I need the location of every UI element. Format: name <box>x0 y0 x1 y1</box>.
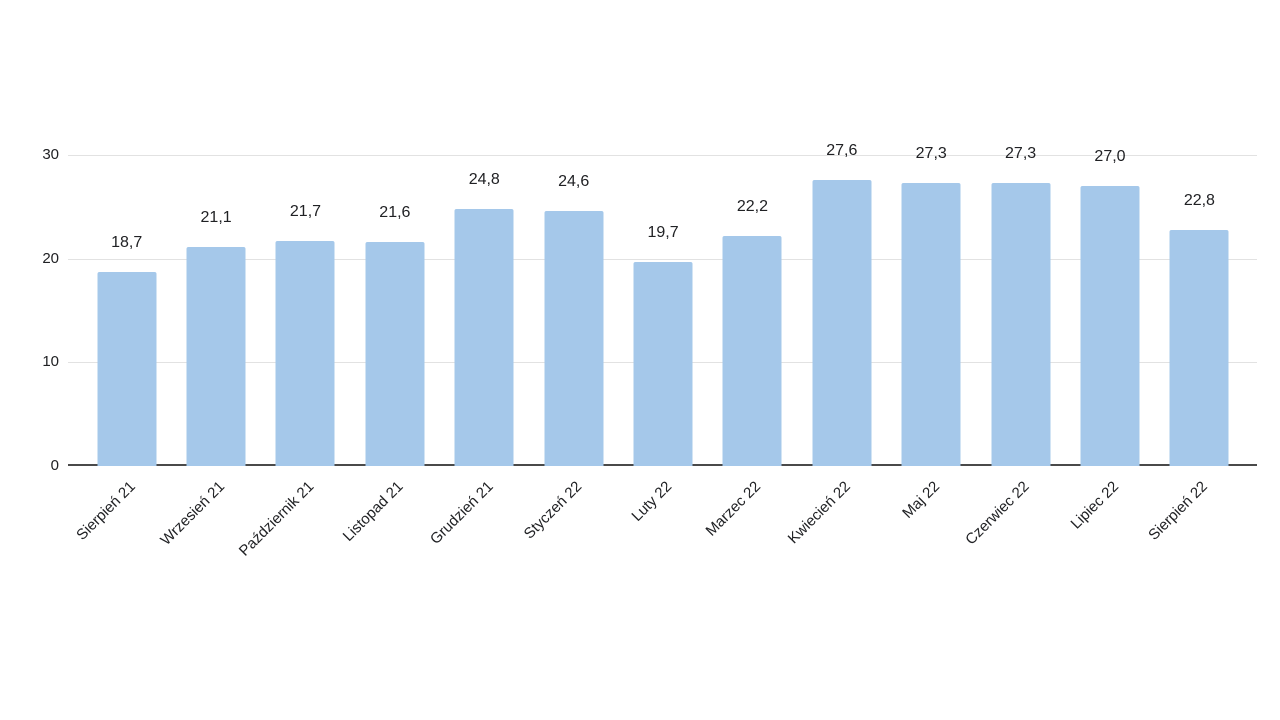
bar <box>1169 229 1229 466</box>
bar <box>1080 186 1140 466</box>
x-axis-category-label: Lipiec 22 <box>1067 478 1122 533</box>
bar <box>454 208 514 466</box>
bar-value-label: 24,8 <box>468 170 500 188</box>
bar-slot: 27,3 <box>887 145 976 466</box>
bar <box>365 242 425 466</box>
y-axis-tick-label: 20 <box>42 249 59 267</box>
bar-value-label: 27,0 <box>1094 148 1126 166</box>
bar-value-label: 21,6 <box>379 204 411 222</box>
y-axis-tick-label: 30 <box>42 146 59 163</box>
bar-slot: 18,7 <box>82 155 171 466</box>
x-axis-category-label: Sierpień 22 <box>1145 478 1212 544</box>
bar-slot: 21,6 <box>350 155 439 466</box>
bars-layer: 18,7 21,1 21,7 21,6 24,8 24,6 19,7 22,2 27,6 27,3… <box>82 142 1244 466</box>
x-axis-category-label: Październik 21 <box>235 478 318 560</box>
bar <box>722 235 782 466</box>
bar <box>275 241 335 466</box>
bar <box>544 210 604 466</box>
gridline <box>68 258 1257 260</box>
plot-area: 0 10 20 30 18,7 21,1 21,7 21,6 24,8 24,6 19,7 22,2… <box>42 142 1257 560</box>
x-axis-category-label: Wrzesień 21 <box>157 478 229 549</box>
bar <box>991 183 1051 466</box>
bar-value-label: 24,6 <box>558 172 590 190</box>
bar-value-label: 22,2 <box>736 197 768 215</box>
bar-slot: 27,6 <box>797 142 886 466</box>
bar-slot: 24,8 <box>440 155 529 466</box>
x-axis-category-label: Luty 22 <box>628 478 676 525</box>
bar-slot: 22,2 <box>708 155 797 466</box>
x-axis-category-label: Marzec 22 <box>702 478 765 540</box>
bar-slot: 21,1 <box>171 155 260 466</box>
bar <box>812 179 872 466</box>
x-axis-category-label: Sierpień 21 <box>73 478 139 544</box>
x-axis-category-label: Listopad 21 <box>339 478 407 545</box>
x-axis-category-label: Kwiecień 22 <box>784 478 854 548</box>
bar-value-label: 21,7 <box>289 203 322 221</box>
bar-value-label: 18,7 <box>111 234 143 252</box>
x-axis-category-label: Grudzień 21 <box>426 478 497 548</box>
bar-value-label: 27,3 <box>1005 145 1037 162</box>
bar <box>97 272 157 466</box>
bar-slot: 19,7 <box>618 155 707 466</box>
bar-slot: 27,0 <box>1065 148 1154 466</box>
gridline <box>68 155 1257 156</box>
bar-value-label: 21,1 <box>200 209 232 227</box>
bar <box>186 247 246 466</box>
x-axis-category-label: Czerwiec 22 <box>962 478 1033 549</box>
x-axis-category-label: Maj 22 <box>899 478 944 522</box>
bar-slot: 22,8 <box>1155 155 1244 466</box>
bar-value-label: 27,3 <box>915 145 947 162</box>
y-axis-tick-label: 0 <box>50 457 59 474</box>
bar-value-label: 22,8 <box>1183 191 1215 209</box>
x-axis-category-label: Styczeń 22 <box>521 478 586 543</box>
bar-slot: 24,6 <box>529 155 618 466</box>
bar-value-label: 19,7 <box>647 223 679 241</box>
bar-slot: 27,3 <box>976 145 1065 466</box>
bar-slot: 21,7 <box>261 155 350 466</box>
bar <box>901 183 961 466</box>
bar <box>633 261 693 466</box>
y-axis-tick-label: 10 <box>42 353 59 371</box>
bar-value-label: 27,6 <box>826 141 858 159</box>
